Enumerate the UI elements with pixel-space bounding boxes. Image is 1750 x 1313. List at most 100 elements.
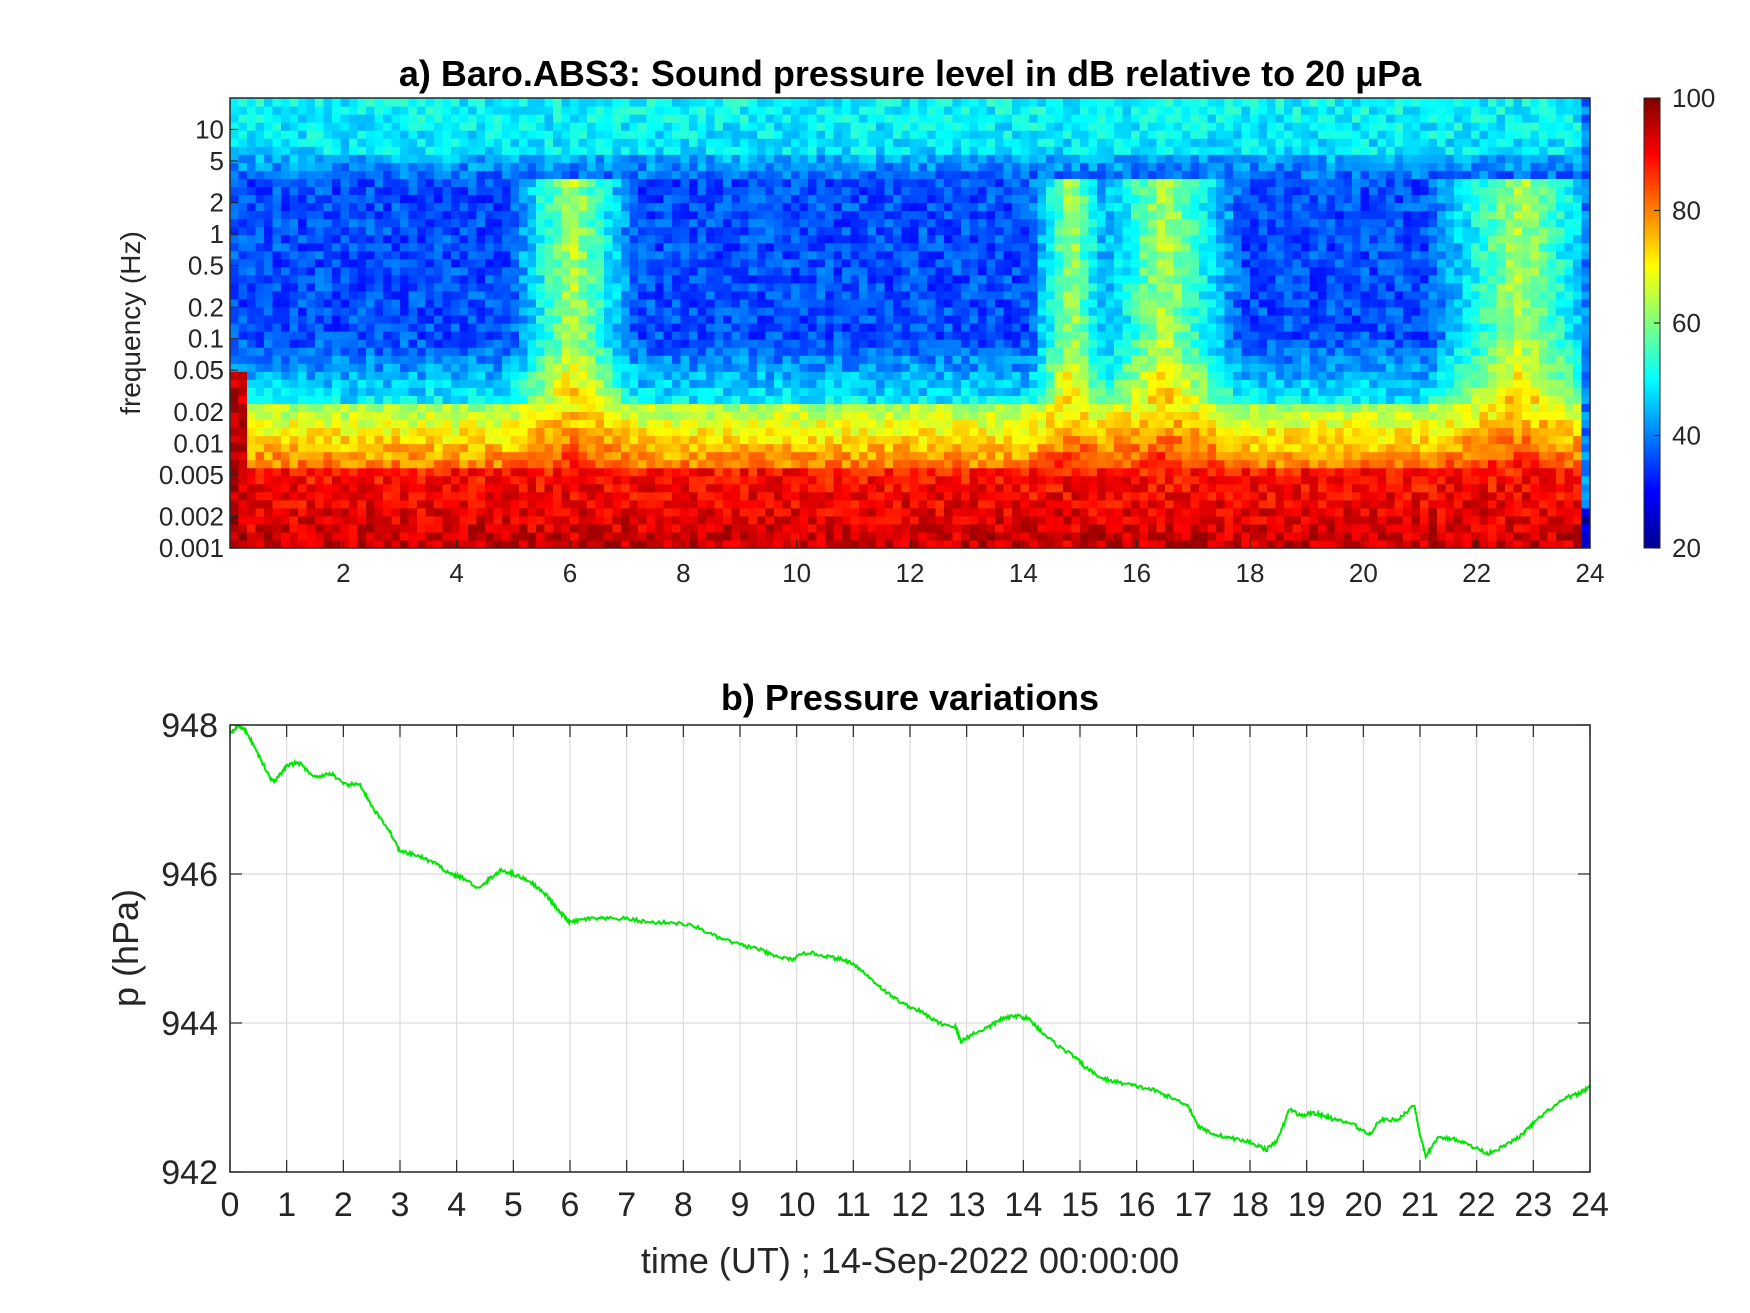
heatmap-cell <box>485 202 495 212</box>
heatmap-cell <box>255 459 265 469</box>
heatmap-cell <box>714 531 724 541</box>
heatmap-cell <box>340 178 350 187</box>
heatmap-cell <box>570 459 580 469</box>
heatmap-cell <box>706 339 716 348</box>
heatmap-cell <box>799 459 809 469</box>
heatmap-cell <box>510 371 520 380</box>
heatmap-cell <box>255 467 265 477</box>
heatmap-cell <box>570 475 580 485</box>
heatmap-cell <box>816 266 826 276</box>
heatmap-cell <box>485 379 495 388</box>
heatmap-cell <box>553 146 563 155</box>
heatmap-cell <box>884 467 894 477</box>
heatmap-cell <box>927 539 937 548</box>
heatmap-cell <box>238 122 248 131</box>
heatmap-cell <box>553 515 563 525</box>
heatmap-cell <box>264 339 274 348</box>
heatmap-cell <box>383 282 393 292</box>
heatmap-cell <box>374 371 384 380</box>
heatmap-cell <box>468 531 478 541</box>
heatmap-cell <box>298 539 308 548</box>
heatmap-cell <box>264 146 274 155</box>
heatmap-cell <box>816 162 826 171</box>
heatmap-cell <box>383 98 393 107</box>
heatmap-cell <box>332 347 342 356</box>
heatmap-cell <box>612 226 622 236</box>
heatmap-cell <box>451 290 461 300</box>
heatmap-cell <box>417 483 427 493</box>
heatmap-cell <box>799 531 809 541</box>
heatmap-cell <box>502 355 512 364</box>
heatmap-cell <box>791 258 801 268</box>
heatmap-cell <box>638 130 648 139</box>
heatmap-cell <box>485 226 495 236</box>
heatmap-cell <box>799 266 809 276</box>
heatmap-cell <box>400 331 410 340</box>
heatmap-cell <box>723 186 733 196</box>
heatmap-cell <box>442 427 452 437</box>
heatmap-cell <box>383 202 393 212</box>
heatmap-cell <box>238 355 248 364</box>
heatmap-cell <box>850 306 860 316</box>
heatmap-cell <box>281 355 291 364</box>
heatmap-cell <box>510 475 520 485</box>
heatmap-cell <box>442 178 452 187</box>
heatmap-cell <box>782 250 792 260</box>
heatmap-cell <box>740 194 750 204</box>
heatmap-cell <box>553 314 563 324</box>
heatmap-cell <box>553 210 563 220</box>
heatmap-cell <box>689 363 699 372</box>
heatmap-cell <box>527 427 537 437</box>
heatmap-cell <box>884 443 894 453</box>
heatmap-cell <box>748 218 758 228</box>
heatmap-cell <box>536 242 546 252</box>
heatmap-cell <box>629 242 639 252</box>
heatmap-cell <box>774 371 784 380</box>
heatmap-cell <box>536 483 546 493</box>
heatmap-cell <box>595 186 605 196</box>
heatmap-cell <box>306 435 316 445</box>
heatmap-cell <box>357 363 367 372</box>
heatmap-cell <box>425 387 435 396</box>
heatmap-cell <box>408 459 418 469</box>
heatmap-cell <box>646 234 656 244</box>
heatmap-cell <box>833 379 843 388</box>
heatmap-cell <box>723 427 733 437</box>
heatmap-cell <box>230 106 240 115</box>
heatmap-cell <box>527 106 537 115</box>
heatmap-cell <box>493 403 503 412</box>
heatmap-cell <box>961 202 971 212</box>
heatmap-cell <box>374 507 384 517</box>
heatmap-cell <box>476 258 486 268</box>
heatmap-cell <box>961 539 971 548</box>
heatmap-cell <box>893 114 903 123</box>
heatmap-cell <box>383 194 393 204</box>
heatmap-cell <box>612 363 622 372</box>
heatmap-cell <box>723 467 733 477</box>
heatmap-cell <box>918 282 928 292</box>
heatmap-cell <box>366 539 376 548</box>
heatmap-cell <box>757 347 767 356</box>
heatmap-cell <box>595 194 605 204</box>
heatmap-cell <box>391 154 401 163</box>
heatmap-cell <box>723 242 733 252</box>
heatmap-cell <box>808 323 818 332</box>
heatmap-cell <box>451 170 461 179</box>
heatmap-cell <box>298 226 308 236</box>
heatmap-cell <box>859 170 869 179</box>
heatmap-cell <box>850 202 860 212</box>
heatmap-cell <box>740 539 750 548</box>
heatmap-cell <box>799 491 809 501</box>
heatmap-cell <box>663 234 673 244</box>
heatmap-cell <box>485 443 495 453</box>
heatmap-cell <box>383 435 393 445</box>
heatmap-cell <box>289 483 299 493</box>
heatmap-cell <box>391 379 401 388</box>
heatmap-cell <box>714 226 724 236</box>
heatmap-cell <box>782 435 792 445</box>
heatmap-cell <box>332 339 342 348</box>
heatmap-cell <box>553 507 563 517</box>
heatmap-cell <box>374 178 384 187</box>
heatmap-cell <box>502 138 512 147</box>
heatmap-cell <box>782 483 792 493</box>
